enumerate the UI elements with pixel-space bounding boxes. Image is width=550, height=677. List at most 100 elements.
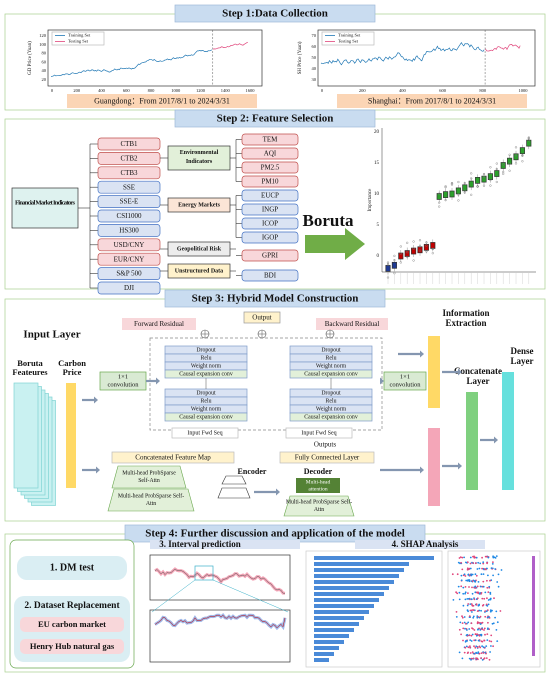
shap-dot — [486, 633, 489, 635]
selection-arrow — [305, 228, 365, 260]
shap-swarm — [447, 550, 541, 668]
item-label: BDI — [264, 272, 277, 280]
connector — [212, 579, 289, 613]
step-title: Step 3: Hybrid Model Construction — [192, 293, 359, 305]
tick-label: 120 — [39, 33, 47, 38]
shap-dot — [472, 657, 475, 660]
outlier — [412, 247, 415, 250]
shap-dot — [478, 622, 481, 624]
shap-dot — [464, 575, 467, 577]
testing-line — [485, 44, 521, 52]
shap-dot — [463, 573, 466, 576]
importance-box — [449, 190, 455, 198]
shap-dot — [497, 585, 500, 588]
training-line — [50, 49, 212, 77]
arrow-head — [458, 462, 462, 470]
shap-dot — [471, 651, 474, 653]
shap-dot — [487, 621, 489, 624]
label: Relu — [201, 399, 212, 405]
tick-label: 600 — [439, 88, 447, 93]
label: Output — [252, 314, 272, 322]
outlier — [470, 193, 473, 196]
colorbar — [532, 556, 535, 656]
shap-dot — [469, 567, 472, 570]
label: Multi-head — [306, 479, 331, 485]
shap-dot — [471, 604, 474, 607]
shap-dot — [490, 645, 492, 647]
item-box — [241, 133, 299, 146]
tick-label: 400 — [399, 88, 407, 93]
item-box — [241, 231, 299, 244]
importance-box — [487, 173, 493, 180]
outlier — [444, 199, 447, 202]
label: Weight norm — [316, 407, 347, 413]
label: Fully Connected Layer — [295, 454, 360, 462]
label: Dropout — [196, 348, 216, 354]
shap-dot — [466, 629, 468, 631]
shap-dot — [478, 634, 481, 637]
shap-dot — [480, 657, 482, 659]
training-line — [320, 42, 485, 66]
shap-dot — [475, 652, 478, 654]
shap-dot — [466, 579, 469, 582]
feature-box — [97, 224, 161, 237]
caption-box — [67, 94, 257, 108]
shap-dot — [489, 593, 492, 595]
label: Weight norm — [191, 364, 222, 370]
outlier — [495, 162, 498, 165]
shap-dot — [492, 574, 494, 577]
shap-dot — [489, 598, 491, 601]
outlier — [514, 146, 518, 149]
output-box — [243, 311, 281, 324]
label: 3. Interval prediction — [159, 539, 241, 549]
label: Multi-head ProbSparse — [122, 470, 176, 476]
shap-dot — [466, 567, 469, 570]
item-box — [241, 217, 299, 230]
shap-bar — [314, 592, 384, 596]
shap-dot — [482, 652, 485, 654]
importance-box — [519, 147, 525, 154]
shap-dot — [471, 611, 473, 613]
label: Henry Hub natural gas — [30, 641, 115, 651]
tcn-layer — [164, 412, 248, 422]
step-banner — [164, 289, 386, 308]
carbon-label: Carbon — [58, 358, 86, 368]
outlier — [450, 183, 454, 186]
shap-dot — [470, 622, 473, 625]
feature-box — [97, 180, 161, 194]
shap-bar — [314, 610, 369, 614]
tick-label: 60 — [312, 44, 317, 49]
shap-dot — [481, 659, 484, 661]
shap-dot — [495, 629, 498, 631]
label: convolution — [389, 381, 421, 388]
label: Layer — [511, 356, 534, 366]
shap-dot — [465, 622, 467, 625]
shap-dot — [500, 569, 503, 571]
shap-dot — [457, 585, 460, 588]
shap-dot — [483, 639, 485, 642]
attention-box — [296, 478, 340, 493]
outlier — [482, 175, 486, 179]
shap-dot — [490, 640, 493, 643]
shap-dot — [476, 616, 479, 619]
label: EU carbon market — [38, 619, 106, 629]
outlier — [514, 154, 518, 157]
shap-dot — [484, 568, 486, 570]
shap-dot — [485, 657, 488, 659]
tick-label: 40 — [312, 66, 317, 71]
shap-dot — [460, 585, 463, 588]
label: 1×1 — [400, 373, 410, 380]
shap-dot — [462, 592, 465, 595]
feature-label: DJI — [124, 284, 135, 292]
shap-dot — [465, 645, 468, 648]
shap-dot — [466, 561, 469, 564]
shap-dot — [460, 633, 462, 636]
shap-dot — [487, 574, 489, 577]
label: Dropout — [321, 391, 341, 397]
feature-box — [97, 238, 161, 252]
outlier — [431, 252, 434, 255]
shap-dot — [458, 628, 461, 631]
shap-dot — [464, 591, 467, 594]
shap-dot — [468, 634, 471, 637]
